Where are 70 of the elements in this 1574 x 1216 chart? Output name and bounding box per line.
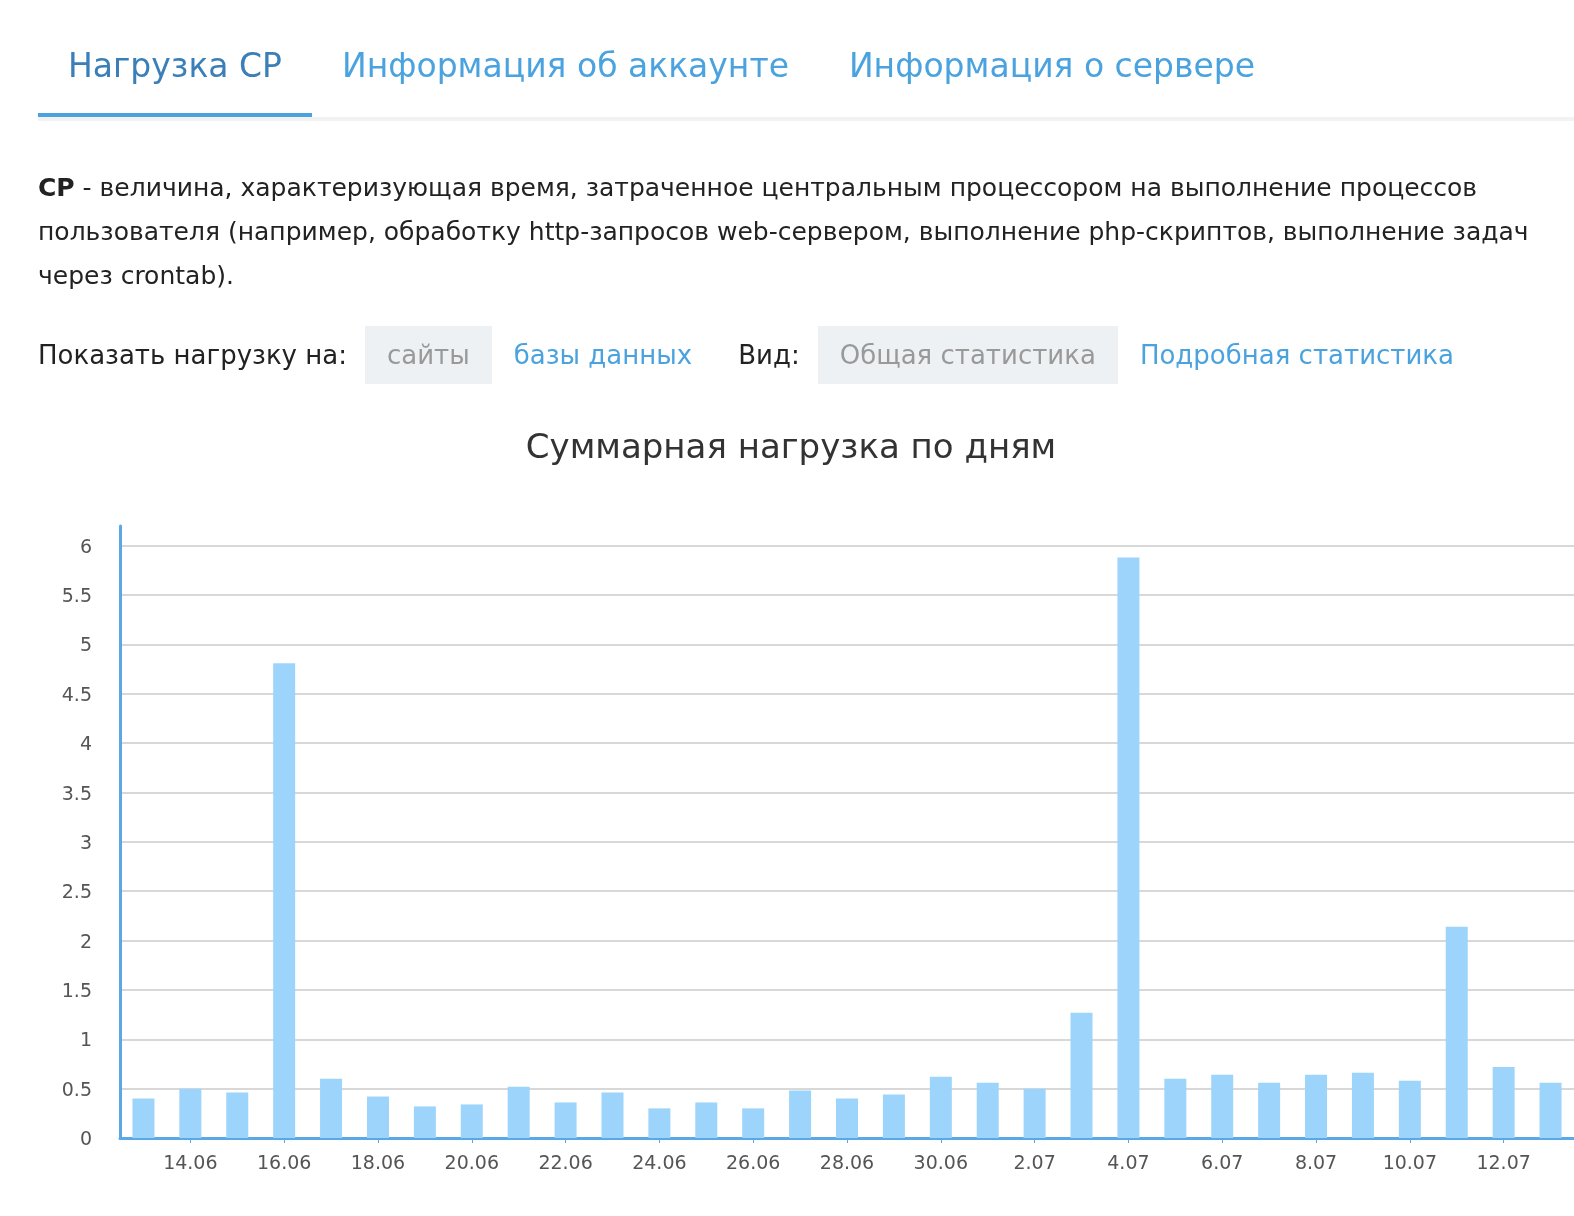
y-tick-label: 2 bbox=[79, 929, 92, 952]
x-tick-label: 26.06 bbox=[725, 1150, 781, 1173]
text: сайты bbox=[364, 326, 492, 384]
bar bbox=[460, 1104, 483, 1138]
bar bbox=[648, 1108, 671, 1138]
x-tick-label: 18.06 bbox=[350, 1150, 406, 1173]
bar bbox=[554, 1102, 577, 1138]
bar bbox=[226, 1092, 249, 1138]
text: Подробная статистика bbox=[1138, 339, 1455, 372]
bar bbox=[273, 663, 296, 1138]
bar bbox=[1351, 1072, 1374, 1138]
bar bbox=[929, 1076, 952, 1138]
bar bbox=[836, 1098, 858, 1138]
bar bbox=[132, 1098, 155, 1138]
text: Показать нагрузку на: bbox=[38, 340, 347, 370]
chart-title: Суммарная нагрузка по дням bbox=[525, 426, 1057, 466]
bar bbox=[1164, 1078, 1187, 1138]
bar bbox=[1539, 1082, 1562, 1138]
x-tick-label: 8.07 bbox=[1294, 1150, 1338, 1173]
x-tick-label: 30.06 bbox=[913, 1150, 969, 1173]
y-tick-label: 1 bbox=[79, 1028, 92, 1051]
y-tick-label: 0 bbox=[79, 1127, 92, 1149]
bar bbox=[882, 1094, 905, 1138]
bar bbox=[742, 1108, 765, 1138]
x-tick-label: 4.07 bbox=[1107, 1150, 1150, 1173]
y-tick-label: 5 bbox=[79, 633, 92, 656]
y-tick-label: 4.5 bbox=[61, 682, 92, 705]
y-tick-label: 5.5 bbox=[61, 584, 92, 607]
y-tick-label: 3.5 bbox=[61, 781, 92, 804]
bar bbox=[1492, 1066, 1515, 1138]
bar bbox=[366, 1096, 389, 1138]
x-tick-label: 6.07 bbox=[1201, 1150, 1244, 1173]
bar bbox=[789, 1090, 812, 1138]
bar bbox=[976, 1082, 999, 1138]
bar bbox=[320, 1078, 343, 1138]
x-tick-label: 14.06 bbox=[163, 1150, 218, 1173]
text: базы данных bbox=[512, 339, 694, 372]
x-tick-label: 12.07 bbox=[1476, 1150, 1531, 1173]
y-tick-label: 1.5 bbox=[61, 978, 92, 1001]
x-tick-label: 22.06 bbox=[538, 1150, 593, 1173]
x-tick-label: 10.07 bbox=[1382, 1150, 1438, 1173]
text: Информация о сервере bbox=[847, 46, 1256, 87]
bar bbox=[601, 1092, 624, 1138]
bar bbox=[695, 1102, 718, 1138]
bar bbox=[179, 1088, 202, 1138]
x-tick-label: 28.06 bbox=[819, 1150, 875, 1173]
bar bbox=[1398, 1080, 1421, 1138]
text: Общая статистика bbox=[817, 326, 1118, 384]
bar bbox=[1023, 1088, 1046, 1138]
x-tick-label: 2.07 bbox=[1013, 1150, 1056, 1173]
bar bbox=[1258, 1082, 1281, 1138]
x-tick-label: 24.06 bbox=[632, 1150, 687, 1173]
bar bbox=[413, 1106, 436, 1138]
y-tick-label: 4 bbox=[79, 732, 92, 755]
x-tick-label: 20.06 bbox=[444, 1150, 499, 1173]
y-tick-label: 0.5 bbox=[61, 1077, 92, 1100]
bar bbox=[1211, 1074, 1234, 1138]
bar bbox=[507, 1086, 530, 1138]
text: Вид: bbox=[738, 340, 800, 370]
y-tick-label: 3 bbox=[79, 830, 92, 853]
text: CP bbox=[38, 173, 75, 202]
y-tick-label: 2.5 bbox=[61, 880, 92, 903]
y-tick-label: 6 bbox=[79, 534, 92, 557]
bar bbox=[1117, 557, 1140, 1138]
text: Нагрузка CP bbox=[38, 46, 312, 117]
x-tick-label: 16.06 bbox=[256, 1150, 312, 1173]
bar bbox=[1070, 1012, 1093, 1138]
text: Информация об аккаунте bbox=[341, 46, 790, 87]
bar bbox=[1305, 1074, 1328, 1138]
bar bbox=[1445, 926, 1468, 1138]
